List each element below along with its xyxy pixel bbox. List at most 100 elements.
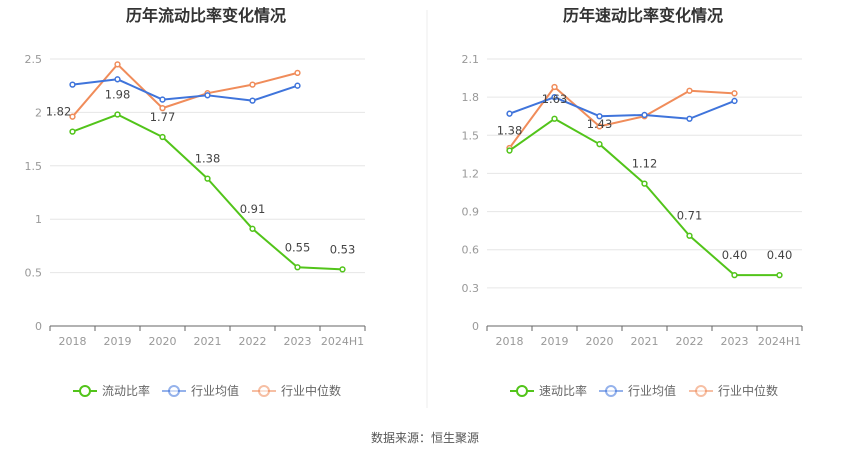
x-tick-label: 2020: [586, 335, 614, 348]
data-point[interactable]: [686, 115, 693, 122]
y-tick-label: 2: [35, 106, 42, 119]
data-point[interactable]: [69, 128, 76, 135]
data-point[interactable]: [641, 111, 648, 119]
data-point[interactable]: [69, 113, 76, 120]
series-company: [69, 111, 346, 273]
legend-item-company[interactable]: 流动比率: [73, 383, 150, 398]
data-point[interactable]: [249, 81, 256, 88]
data-point[interactable]: [249, 225, 256, 232]
y-tick-label: 1.5: [25, 160, 43, 173]
y-tick-label: 1.5: [462, 129, 480, 142]
data-point[interactable]: [159, 133, 166, 141]
data-point[interactable]: [551, 93, 558, 101]
series-line: [71, 63, 298, 118]
data-point[interactable]: [551, 115, 558, 122]
y-tick-label: 2.1: [462, 53, 480, 66]
legend-item-industry-avg[interactable]: 行业均值: [162, 383, 239, 398]
x-tick-label: 2022: [676, 335, 704, 348]
data-point[interactable]: [776, 271, 783, 279]
series-industry-avg: [506, 93, 738, 122]
data-point[interactable]: [249, 97, 256, 104]
series-industry-median: [69, 61, 301, 120]
data-label: 1.63: [542, 92, 568, 106]
data-label: 0.55: [285, 240, 311, 254]
data-label: 0.91: [240, 202, 266, 216]
data-point[interactable]: [596, 141, 603, 148]
x-tick-label: 2024H1: [758, 335, 801, 348]
data-point[interactable]: [731, 90, 738, 97]
data-point[interactable]: [204, 92, 211, 99]
legend-label: 行业均值: [191, 383, 239, 398]
series-company: [506, 115, 783, 279]
data-point[interactable]: [159, 96, 166, 103]
data-point[interactable]: [294, 264, 301, 271]
x-tick-label: 2020: [149, 335, 177, 348]
data-point[interactable]: [731, 97, 738, 105]
chart-title: 历年速动比率变化情况: [563, 6, 723, 25]
x-tick-label: 2018: [59, 335, 87, 348]
legend-marker: [258, 385, 270, 397]
data-label: 1.43: [587, 117, 613, 131]
data-point[interactable]: [114, 76, 121, 83]
data-label: 1.98: [105, 88, 131, 102]
y-tick-label: 0: [35, 320, 42, 333]
series-line: [509, 96, 735, 120]
y-tick-label: 0: [472, 320, 479, 333]
x-tick-label: 2021: [194, 335, 222, 348]
legend-marker: [516, 385, 528, 397]
data-point[interactable]: [731, 271, 738, 279]
legend-label: 流动比率: [102, 383, 150, 398]
x-tick-label: 2024H1: [321, 335, 364, 348]
x-tick-label: 2019: [541, 335, 569, 348]
x-tick-label: 2022: [239, 335, 267, 348]
y-tick-label: 0.6: [462, 244, 480, 257]
legend-label: 行业中位数: [281, 383, 341, 398]
y-tick-label: 1.8: [462, 91, 480, 104]
data-point[interactable]: [294, 82, 301, 89]
data-point[interactable]: [596, 113, 603, 120]
y-tick-label: 0.5: [25, 267, 43, 280]
x-tick-label: 2023: [284, 335, 312, 348]
data-point[interactable]: [339, 266, 346, 273]
y-tick-label: 0.3: [462, 282, 480, 295]
x-tick-label: 2023: [721, 335, 749, 348]
legend-marker: [168, 385, 180, 397]
data-label: 0.71: [677, 209, 703, 223]
legend-label: 行业中位数: [718, 383, 778, 398]
y-tick-label: 1.2: [462, 167, 480, 180]
legend-item-industry-avg[interactable]: 行业均值: [599, 383, 676, 398]
data-label: 1.12: [632, 157, 658, 171]
quick-ratio-chart: 历年速动比率变化情况 0 0.3 0.6 0.9 1.2 1.5 1.8 2.1 2018 201…: [462, 6, 803, 398]
series-line: [508, 85, 735, 149]
data-point[interactable]: [159, 104, 166, 112]
legend-label: 行业均值: [628, 383, 676, 398]
legend-item-industry-median[interactable]: 行业中位数: [252, 383, 341, 398]
data-point[interactable]: [596, 123, 603, 130]
data-point[interactable]: [114, 111, 121, 118]
x-tick-label: 2021: [631, 335, 659, 348]
legend-marker: [605, 385, 617, 397]
data-label: 1.77: [150, 110, 176, 124]
data-point[interactable]: [204, 175, 211, 182]
y-tick-label: 0.9: [462, 206, 480, 219]
data-point[interactable]: [641, 180, 648, 187]
data-point[interactable]: [686, 232, 693, 239]
data-label: 1.82: [46, 105, 72, 119]
legend-item-company[interactable]: 速动比率: [510, 383, 587, 398]
legend-item-industry-median[interactable]: 行业中位数: [689, 383, 778, 398]
data-point[interactable]: [506, 110, 513, 117]
y-tick-label: 2.5: [25, 53, 43, 66]
data-point[interactable]: [506, 147, 513, 154]
x-tick-label: 2019: [104, 335, 132, 348]
data-point[interactable]: [69, 81, 76, 88]
current-ratio-chart: 历年流动比率变化情况 0 0.5 1 1.5 2 2.5 2018 2019 2020 2021 2…: [25, 6, 366, 398]
data-point[interactable]: [294, 69, 301, 77]
data-point[interactable]: [686, 87, 693, 94]
data-point[interactable]: [551, 83, 558, 91]
data-point[interactable]: [114, 61, 121, 68]
data-label: 0.40: [722, 248, 748, 262]
x-tick-label: 2018: [496, 335, 524, 348]
data-label: 1.38: [497, 124, 523, 138]
chart-title: 历年流动比率变化情况: [126, 6, 286, 25]
